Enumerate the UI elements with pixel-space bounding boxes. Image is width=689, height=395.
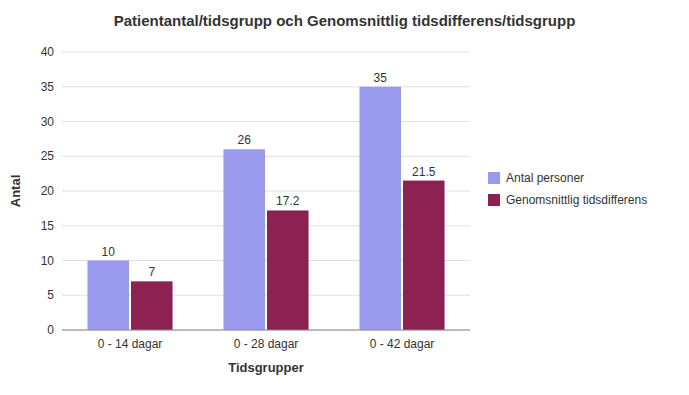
x-axis-line — [62, 330, 470, 331]
data-label: 10 — [102, 245, 116, 259]
data-label: 21.5 — [412, 165, 436, 179]
y-tick-label: 0 — [47, 323, 54, 337]
x-tick-label: 0 - 42 dagar — [370, 337, 435, 351]
y-tick-label: 10 — [41, 254, 55, 268]
grid — [62, 52, 470, 330]
legend-label: Antal personer — [506, 171, 584, 185]
data-label: 26 — [238, 133, 252, 147]
grid-line — [62, 86, 470, 87]
chart-svg: Patientantal/tidsgrupp och Genomsnittlig… — [0, 0, 689, 395]
legend-swatch — [488, 194, 500, 206]
bar — [131, 281, 173, 330]
data-label: 7 — [148, 265, 155, 279]
y-tick-label: 30 — [41, 115, 55, 129]
bar — [223, 149, 265, 330]
y-tick-label: 40 — [41, 45, 55, 59]
legend: Antal personer Genomsnittlig tidsdifferen… — [488, 171, 647, 207]
legend-swatch — [488, 172, 500, 184]
bar — [267, 210, 309, 330]
y-axis-label: Antal — [8, 175, 23, 208]
data-labels: 10 26 35 7 17.2 21.5 — [102, 71, 436, 280]
x-axis: 0 - 14 dagar 0 - 28 dagar 0 - 42 dagar — [62, 330, 470, 351]
y-axis: 0 5 10 15 20 25 30 35 40 — [41, 45, 55, 337]
grid-line — [62, 121, 470, 122]
chart-container: Patientantal/tidsgrupp och Genomsnittlig… — [0, 0, 689, 395]
data-label: 17.2 — [276, 194, 300, 208]
data-label: 35 — [374, 71, 388, 85]
bar — [87, 261, 129, 331]
bar — [359, 87, 401, 330]
x-tick-label: 0 - 28 dagar — [234, 337, 299, 351]
y-tick-label: 5 — [47, 288, 54, 302]
bar — [403, 181, 445, 330]
y-tick-label: 35 — [41, 80, 55, 94]
y-tick-label: 15 — [41, 219, 55, 233]
y-tick-label: 25 — [41, 149, 55, 163]
bars — [87, 87, 444, 330]
grid-line — [62, 52, 470, 53]
y-tick-label: 20 — [41, 184, 55, 198]
grid-line — [62, 330, 470, 331]
x-axis-label: Tidsgrupper — [228, 360, 304, 375]
x-tick-label: 0 - 14 dagar — [98, 337, 163, 351]
grid-line — [62, 156, 470, 157]
chart-title: Patientantal/tidsgrupp och Genomsnittlig… — [114, 12, 576, 29]
legend-label: Genomsnittlig tidsdifferens — [506, 193, 647, 207]
